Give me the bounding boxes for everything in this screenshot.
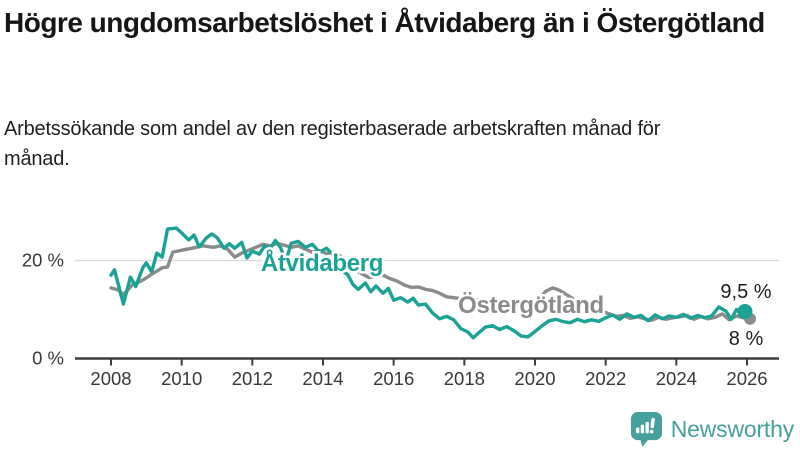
x-tick-label: 2020 (514, 368, 555, 389)
series-label-ostergotland: Östergötland (458, 292, 604, 319)
unemployment-line-chart: 20 % 0 % 2008 2010 2012 2014 2016 2018 2020 2022 2… (22, 226, 779, 389)
x-tick-label: 2008 (90, 368, 131, 389)
x-tick-label: 2022 (585, 368, 626, 389)
x-tick-label: 2018 (444, 368, 485, 389)
newsworthy-bubble-chart-icon (630, 412, 662, 447)
series-end-dot-atvidaberg (737, 303, 753, 319)
x-tick-label: 2016 (373, 368, 414, 389)
series-line-atvidaberg (109, 226, 749, 340)
y-tick-label: 20 % (22, 250, 64, 271)
x-tick-label: 2026 (726, 368, 767, 389)
series-end-value-ostergotland: 8 % (729, 328, 764, 350)
series-label-atvidaberg: Åtvidaberg (261, 249, 383, 277)
x-tick-label: 2024 (656, 368, 697, 389)
x-tick-label: 2014 (302, 368, 343, 389)
chart-title: Högre ungdomsarbetslöshet i Åtvidaberg ä… (4, 7, 765, 38)
series-end-value-atvidaberg: 9,5 % (720, 281, 771, 303)
x-tick-label: 2012 (232, 368, 273, 389)
newsworthy-logo-text: Newsworthy (670, 416, 794, 442)
newsworthy-logo[interactable]: Newsworthy (630, 411, 794, 448)
chart-subtitle: Arbetssökande som andel av den registerb… (4, 118, 661, 170)
x-tick-label: 2010 (161, 368, 202, 389)
y-tick-label: 0 % (32, 348, 64, 369)
